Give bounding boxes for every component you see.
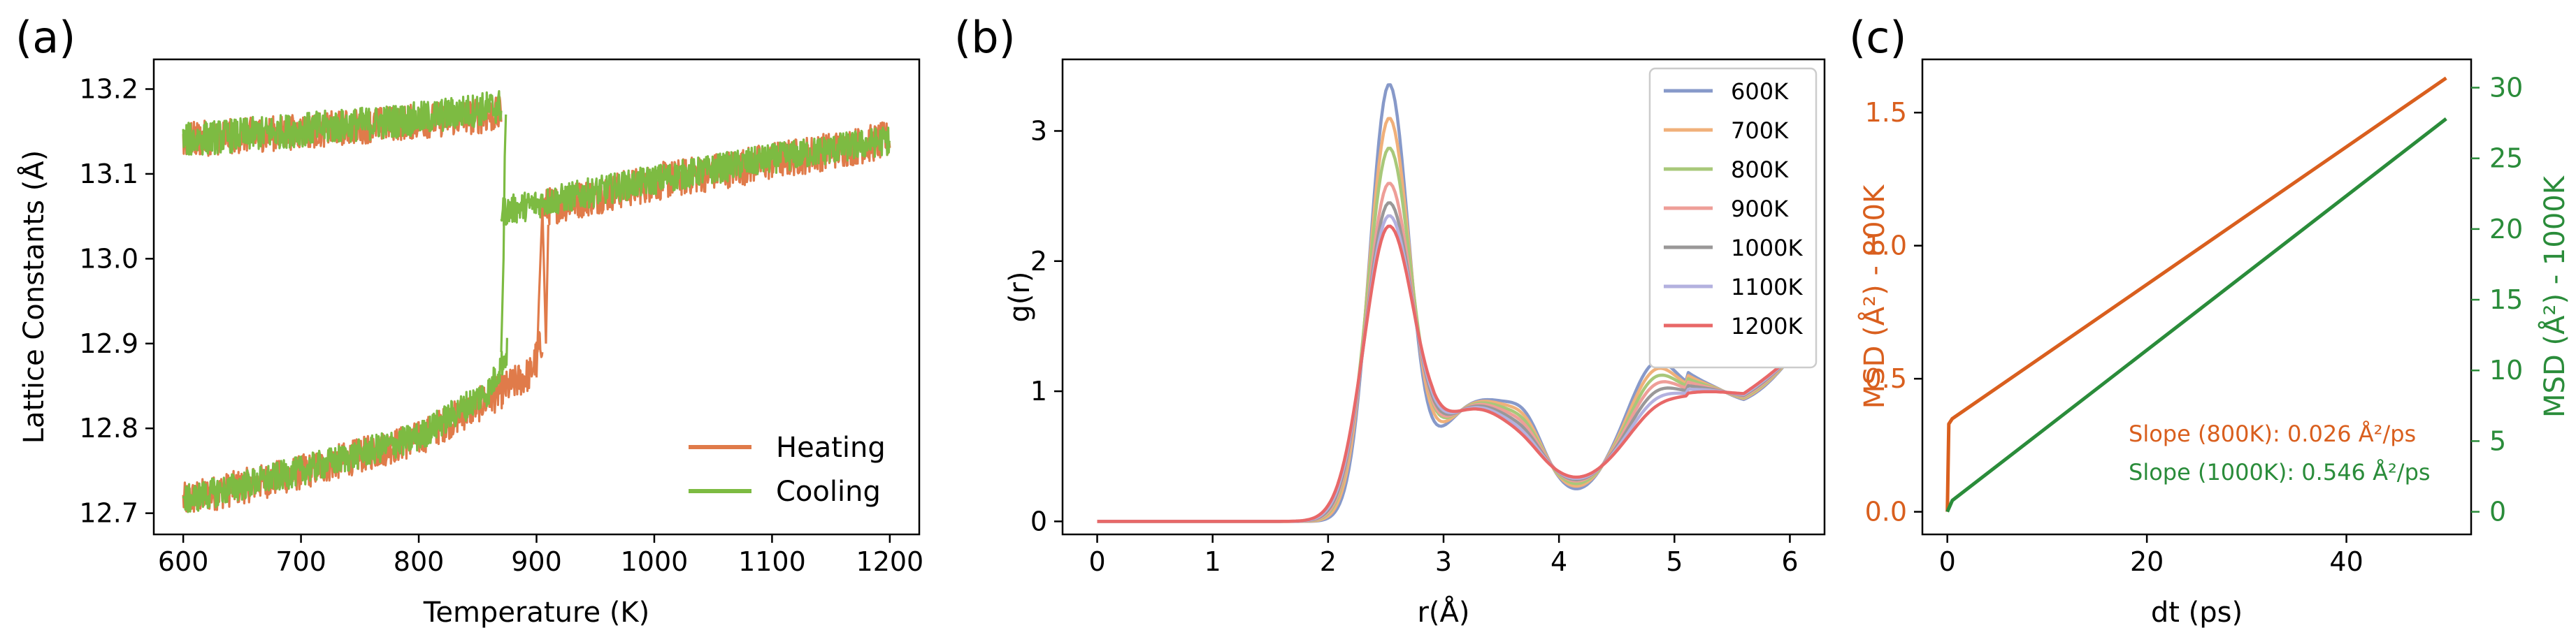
panel-a-y-tick-label: 12.7 [79, 498, 138, 529]
legend-label-700k: 700K [1731, 117, 1789, 144]
panel-c-right-y-tick-label: 5 [2489, 425, 2506, 456]
series-cooling-line [182, 337, 508, 513]
panel-label-c: (c) [1849, 12, 1906, 63]
panel-c-right-y-tick-label: 20 [2489, 214, 2523, 244]
series-1200k-line [1097, 224, 1791, 523]
series-1000k-line [1945, 117, 2447, 513]
panel-b-y-tick-label: 3 [1030, 115, 1047, 146]
panel-c-right-y-tick-label: 30 [2489, 72, 2523, 103]
panel-b-y-axis-label: g(r) [1004, 271, 1036, 322]
series-cooling-line [182, 90, 503, 156]
panel-b-x-tick-label: 2 [1320, 546, 1337, 577]
panel-a-y-tick-label: 12.8 [79, 413, 138, 444]
panel-c-left-y-tick-label: 1.0 [1865, 231, 1907, 261]
panel-c-right-y-tick-label: 15 [2489, 284, 2523, 315]
panel-c-left-y-tick-label: 0.0 [1865, 497, 1907, 527]
series-heating-jump [535, 207, 549, 378]
panel-b-y-tick-label: 0 [1030, 506, 1047, 537]
panel-b-y-tick-label: 2 [1030, 246, 1047, 277]
panel-a-y-tick-label: 13.1 [79, 159, 138, 189]
panel-a-x-tick-label: 1200 [856, 546, 924, 577]
panel-b: 0 1 2 3 4 5 6 0 1 2 3 r(Å) g(r) 600K 700K 800K 900K 1000K… [1004, 58, 1826, 629]
panel-a-x-tick-label: 900 [511, 546, 562, 577]
panel-a-y-axis-label: Lattice Constants (Å) [17, 150, 50, 444]
panel-c-x-tick-label: 20 [2130, 546, 2164, 577]
panel-a-x-tick-label: 600 [158, 546, 209, 577]
panel-c-x-axis-label: dt (ps) [2151, 597, 2243, 629]
series-cooling-jump [500, 114, 508, 352]
panel-c: 0 20 40 0.0 0.5 1.0 1.5 0 5 10 15 20 25 30 dt (ps) MSD … [1857, 58, 2571, 629]
panel-a-y-tick-label: 12.9 [79, 328, 138, 359]
panel-c-right-y-axis-label: MSD (Å²) - 1000K [2538, 175, 2571, 418]
panel-label-a: (a) [15, 12, 75, 63]
panel-c-frame [1921, 58, 2473, 536]
legend-label-cooling: Cooling [776, 476, 881, 508]
panel-b-x-tick-label: 4 [1550, 546, 1567, 577]
panel-c-right-y-tick-label: 25 [2489, 143, 2523, 174]
panel-a-x-axis-label: Temperature (K) [423, 597, 650, 629]
series-cooling-line [500, 126, 891, 227]
panel-a-x-tick-label: 1100 [738, 546, 806, 577]
panel-b-x-tick-label: 0 [1088, 546, 1105, 577]
panel-c-left-y-tick-label: 0.5 [1865, 363, 1907, 394]
panel-a-x-tick-label: 1000 [621, 546, 689, 577]
panel-c-x-tick-label: 0 [1939, 546, 1956, 577]
panel-c-right-y-tick-label: 10 [2489, 355, 2523, 386]
panel-b-x-axis-label: r(Å) [1417, 595, 1469, 629]
panel-b-y-tick-label: 1 [1030, 376, 1047, 407]
legend-label-600k: 600K [1731, 78, 1789, 105]
series-800k-line [1945, 76, 2447, 512]
panel-a: 600 700 800 900 1000 1100 1200 12.7 12.8 12.9 13.0… [17, 58, 924, 629]
legend-label-heating: Heating [776, 432, 886, 464]
panel-b-x-tick-label: 3 [1435, 546, 1452, 577]
legend-label-1100k: 1100K [1731, 274, 1803, 300]
slope-annotation: Slope (1000K): 0.546 Å²/ps [2129, 459, 2431, 486]
panel-c-x-tick-label: 40 [2329, 546, 2363, 577]
legend-label-1200k: 1200K [1731, 313, 1803, 340]
panel-b-x-tick-label: 1 [1204, 546, 1221, 577]
legend-label-900k: 900K [1731, 196, 1789, 222]
legend-label-1000k: 1000K [1731, 235, 1803, 261]
legend-box [1648, 67, 1818, 369]
panel-a-x-tick-label: 800 [394, 546, 445, 577]
panel-c-left-y-axis-label: MSD (Å²) - 800K [1857, 184, 1891, 409]
panel-b-x-tick-label: 6 [1781, 546, 1798, 577]
panel-a-x-tick-label: 700 [275, 546, 326, 577]
panel-a-y-tick-label: 13.2 [79, 74, 138, 105]
panel-b-x-tick-label: 5 [1666, 546, 1683, 577]
legend-label-800k: 800K [1731, 156, 1789, 183]
slope-annotation: Slope (800K): 0.026 Å²/ps [2129, 421, 2416, 447]
panel-c-right-y-tick-label: 0 [2489, 497, 2506, 527]
panel-label-b: (b) [954, 12, 1016, 63]
panel-a-y-tick-label: 13.0 [79, 243, 138, 274]
panel-c-left-y-tick-label: 1.5 [1865, 97, 1907, 128]
